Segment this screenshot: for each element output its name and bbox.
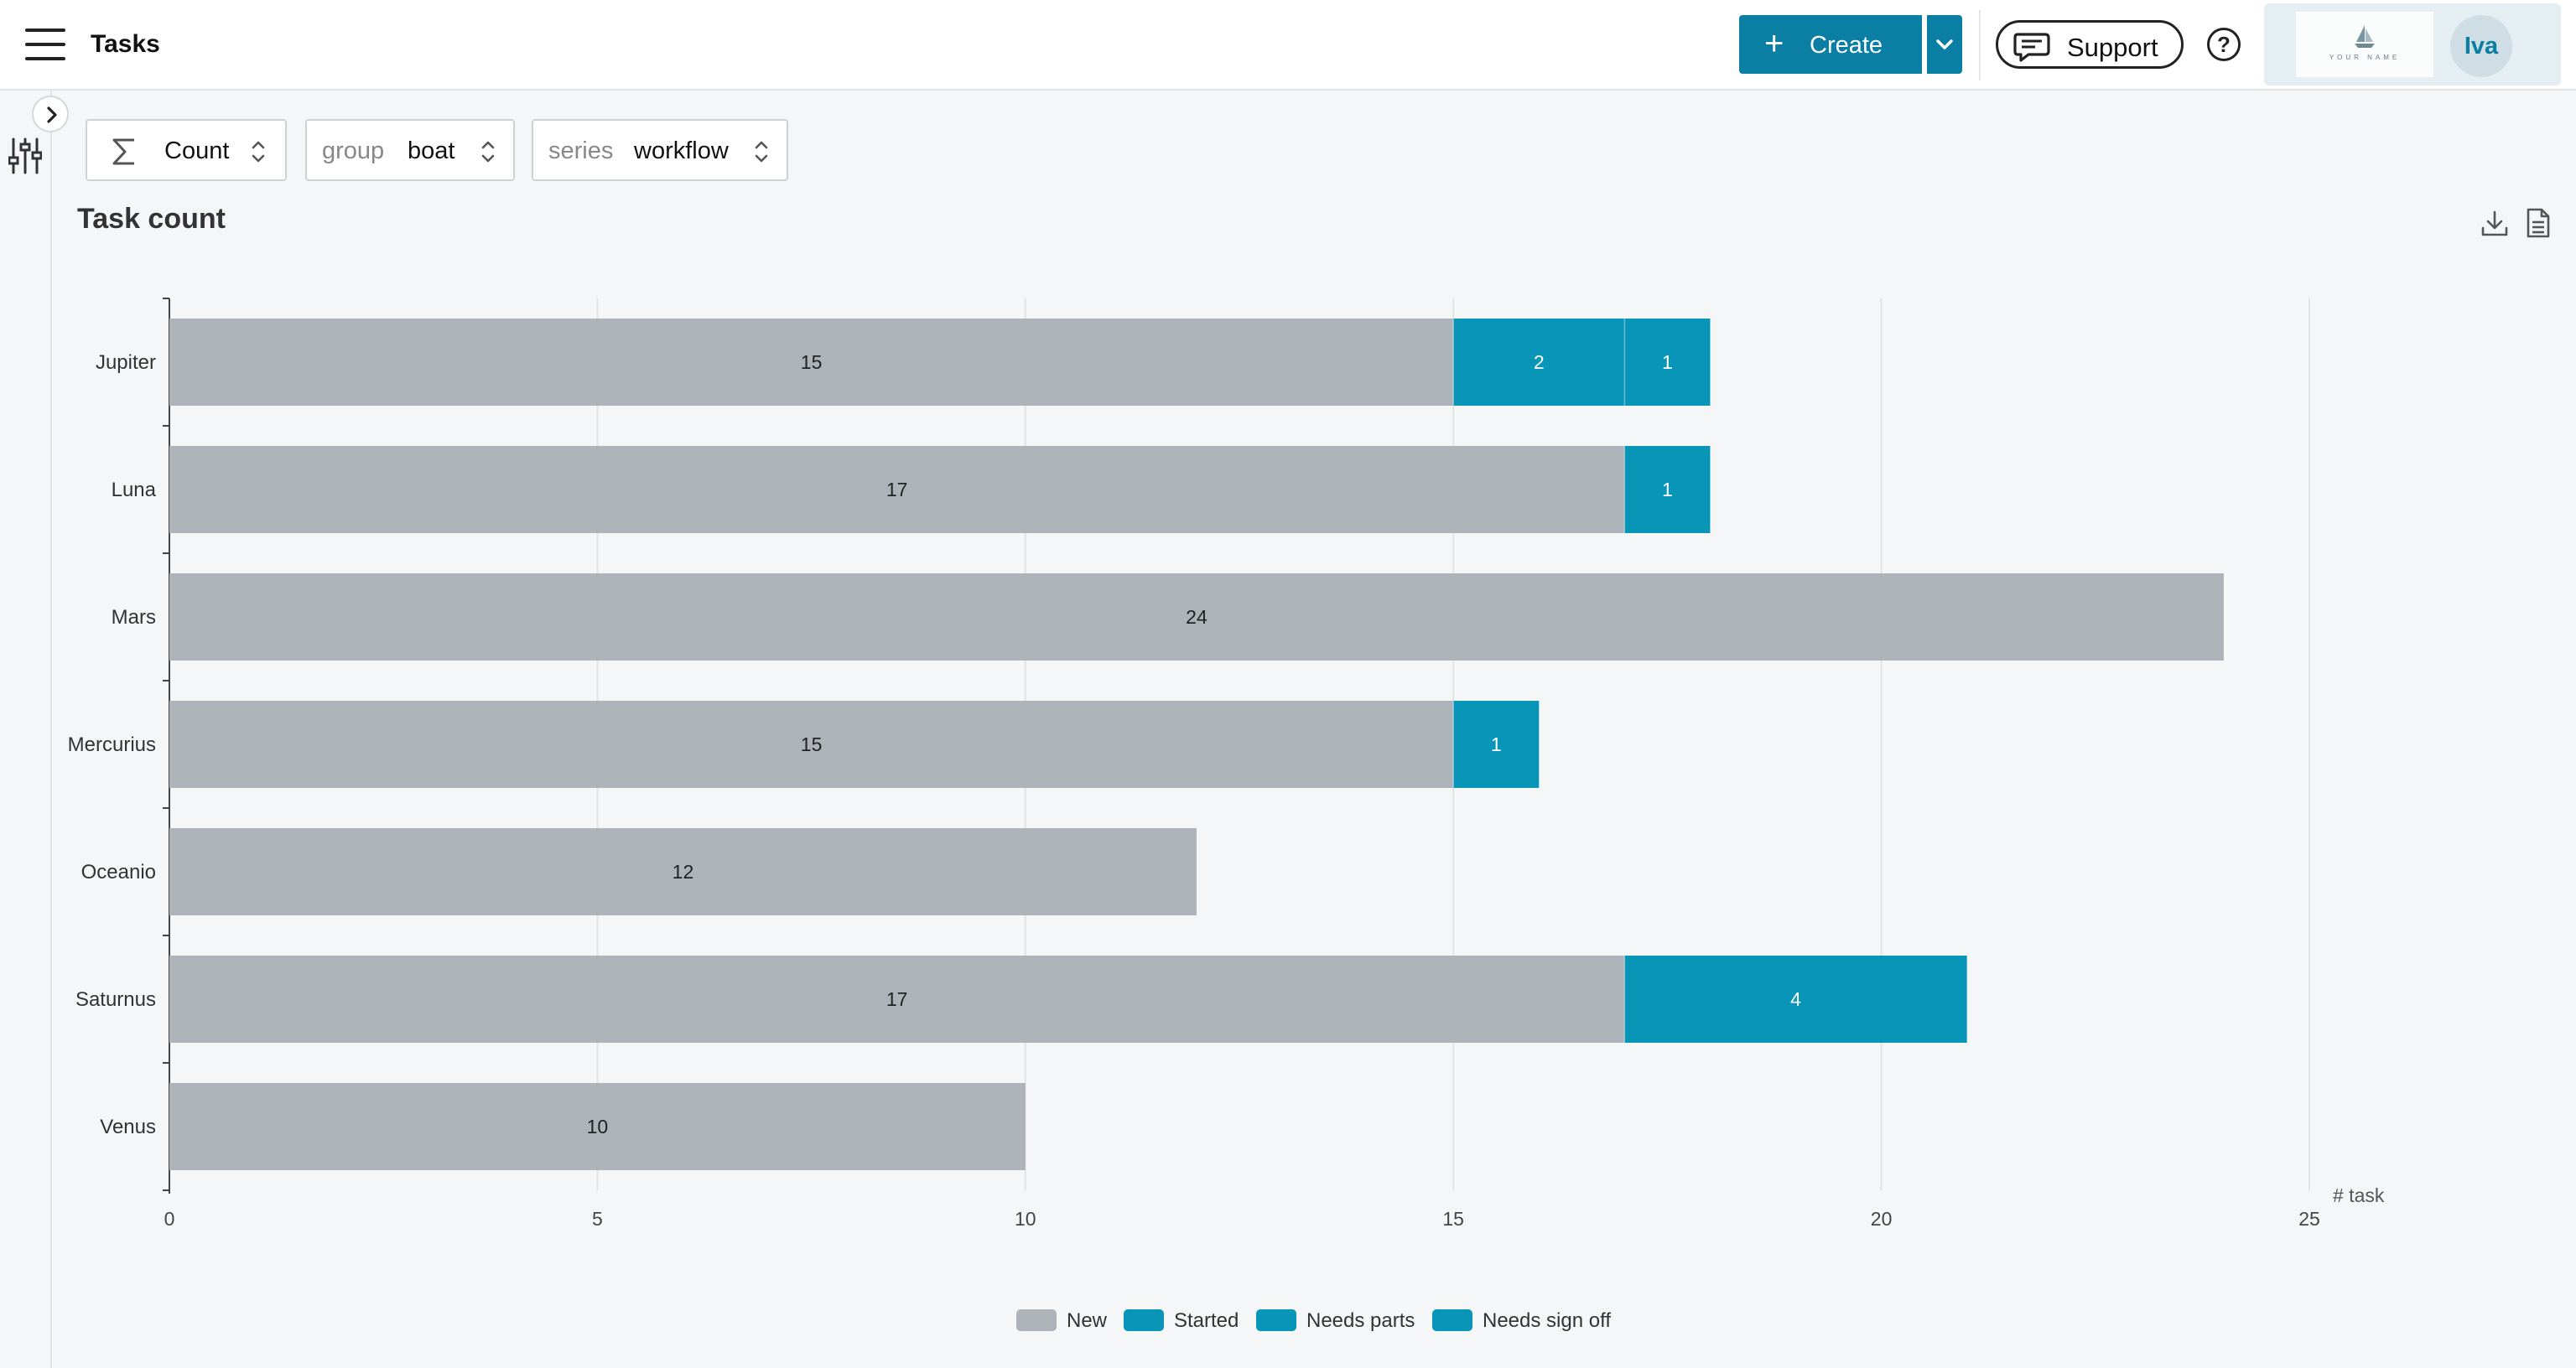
- up-down-chevron-icon: [755, 141, 768, 163]
- y-category-label: Saturnus: [75, 988, 156, 1011]
- data-label: 4: [1790, 988, 1801, 1010]
- data-label: 15: [801, 351, 823, 373]
- header-divider: [1979, 10, 1981, 80]
- up-down-chevron-icon: [252, 141, 265, 163]
- x-tick-label: 0: [164, 1208, 175, 1230]
- sliders-filter-icon[interactable]: [8, 137, 42, 174]
- y-category-label: Jupiter: [96, 351, 156, 374]
- account-menu[interactable]: YOUR NAME Iva: [2264, 3, 2561, 86]
- up-down-chevron-icon: [481, 141, 495, 163]
- data-label: 12: [673, 861, 694, 883]
- legend-label: Needs parts: [1306, 1309, 1415, 1332]
- data-label: 1: [1662, 351, 1673, 373]
- x-axis-label: # task: [2333, 1184, 2385, 1206]
- chevron-down-icon: [1936, 39, 1953, 49]
- left-rail: [0, 91, 52, 1368]
- hamburger-menu-icon[interactable]: [25, 28, 65, 60]
- chevron-right-icon: [47, 106, 57, 123]
- app-header: Tasks + Create Support ? YOUR NAME Iva: [0, 0, 2576, 91]
- legend-swatch: [1124, 1309, 1164, 1331]
- create-button-label: Create: [1810, 32, 1883, 59]
- data-label: 24: [1186, 606, 1208, 628]
- measure-select[interactable]: Count: [86, 119, 287, 181]
- x-tick-label: 20: [1871, 1208, 1893, 1230]
- series-select-value: workflow: [634, 137, 729, 164]
- data-label: 10: [587, 1116, 609, 1137]
- group-select-prefix: group: [322, 137, 385, 164]
- x-tick-label: 25: [2298, 1208, 2320, 1230]
- bar-segment: [169, 1083, 1026, 1170]
- legend-label: Started: [1174, 1309, 1239, 1332]
- bar-segment: [169, 446, 1625, 533]
- chat-bubble-icon: [2013, 33, 2050, 62]
- legend-swatch: [1256, 1309, 1296, 1331]
- y-category-label: Oceanio: [81, 861, 156, 884]
- data-label: 1: [1491, 733, 1502, 755]
- bar-segment: [169, 956, 1625, 1043]
- series-select-prefix: series: [548, 137, 614, 164]
- create-dropdown-button[interactable]: [1927, 15, 1962, 74]
- y-category-label: Luna: [112, 479, 157, 501]
- bar-segment: [1453, 701, 1540, 788]
- group-select-value: boat: [408, 137, 455, 164]
- bar-segment: [169, 573, 2224, 661]
- data-label: 17: [886, 479, 908, 500]
- support-button-label: Support: [2067, 33, 2158, 62]
- stacked-bar-chart: 0 5 10 15 20 25 # task Jupiter 15 2 1 Luna 17 1 Mars 24…: [68, 298, 2385, 1230]
- user-avatar[interactable]: Iva: [2450, 15, 2512, 77]
- plus-icon: +: [1764, 25, 1784, 62]
- bar-segment: [1624, 319, 1711, 406]
- support-button[interactable]: Support: [1996, 20, 2184, 69]
- legend-swatch: [1016, 1309, 1057, 1331]
- sigma-icon: [112, 138, 134, 165]
- y-category-label: Mars: [112, 606, 156, 629]
- data-label: 15: [801, 733, 823, 755]
- data-label: 2: [1534, 351, 1545, 373]
- data-label: 17: [886, 988, 908, 1010]
- bar-segment: [169, 701, 1454, 788]
- y-category-label: Venus: [100, 1116, 156, 1138]
- sailboat-logo-icon: [2355, 25, 2375, 48]
- group-select[interactable]: group boat: [305, 119, 515, 181]
- help-question-icon[interactable]: ?: [2207, 28, 2241, 61]
- legend-label: Needs sign off: [1483, 1309, 1611, 1332]
- bar-segment: [1624, 956, 1967, 1043]
- logo-text: YOUR NAME: [2329, 54, 2401, 61]
- company-logo: YOUR NAME: [2296, 12, 2433, 77]
- x-tick-label: 15: [1442, 1208, 1464, 1230]
- chart-title: Task count: [77, 203, 226, 235]
- x-tick-label: 5: [592, 1208, 603, 1230]
- series-select[interactable]: series workflow: [532, 119, 788, 181]
- create-button[interactable]: + Create: [1739, 15, 1922, 74]
- bar-segment: [1453, 319, 1625, 406]
- bar-segment: [1624, 446, 1711, 533]
- download-icon[interactable]: [2480, 210, 2509, 238]
- legend-label: New: [1067, 1309, 1108, 1332]
- bar-segment: [169, 319, 1454, 406]
- measure-select-value: Count: [164, 137, 230, 164]
- page-title: Tasks: [91, 30, 160, 58]
- bar-segment: [169, 828, 1197, 915]
- legend-swatch: [1432, 1309, 1472, 1331]
- y-category-label: Mercurius: [68, 733, 156, 756]
- document-icon[interactable]: [2526, 208, 2551, 238]
- expand-sidebar-button[interactable]: [32, 96, 69, 132]
- data-label: 1: [1662, 479, 1673, 500]
- x-tick-label: 10: [1015, 1208, 1036, 1230]
